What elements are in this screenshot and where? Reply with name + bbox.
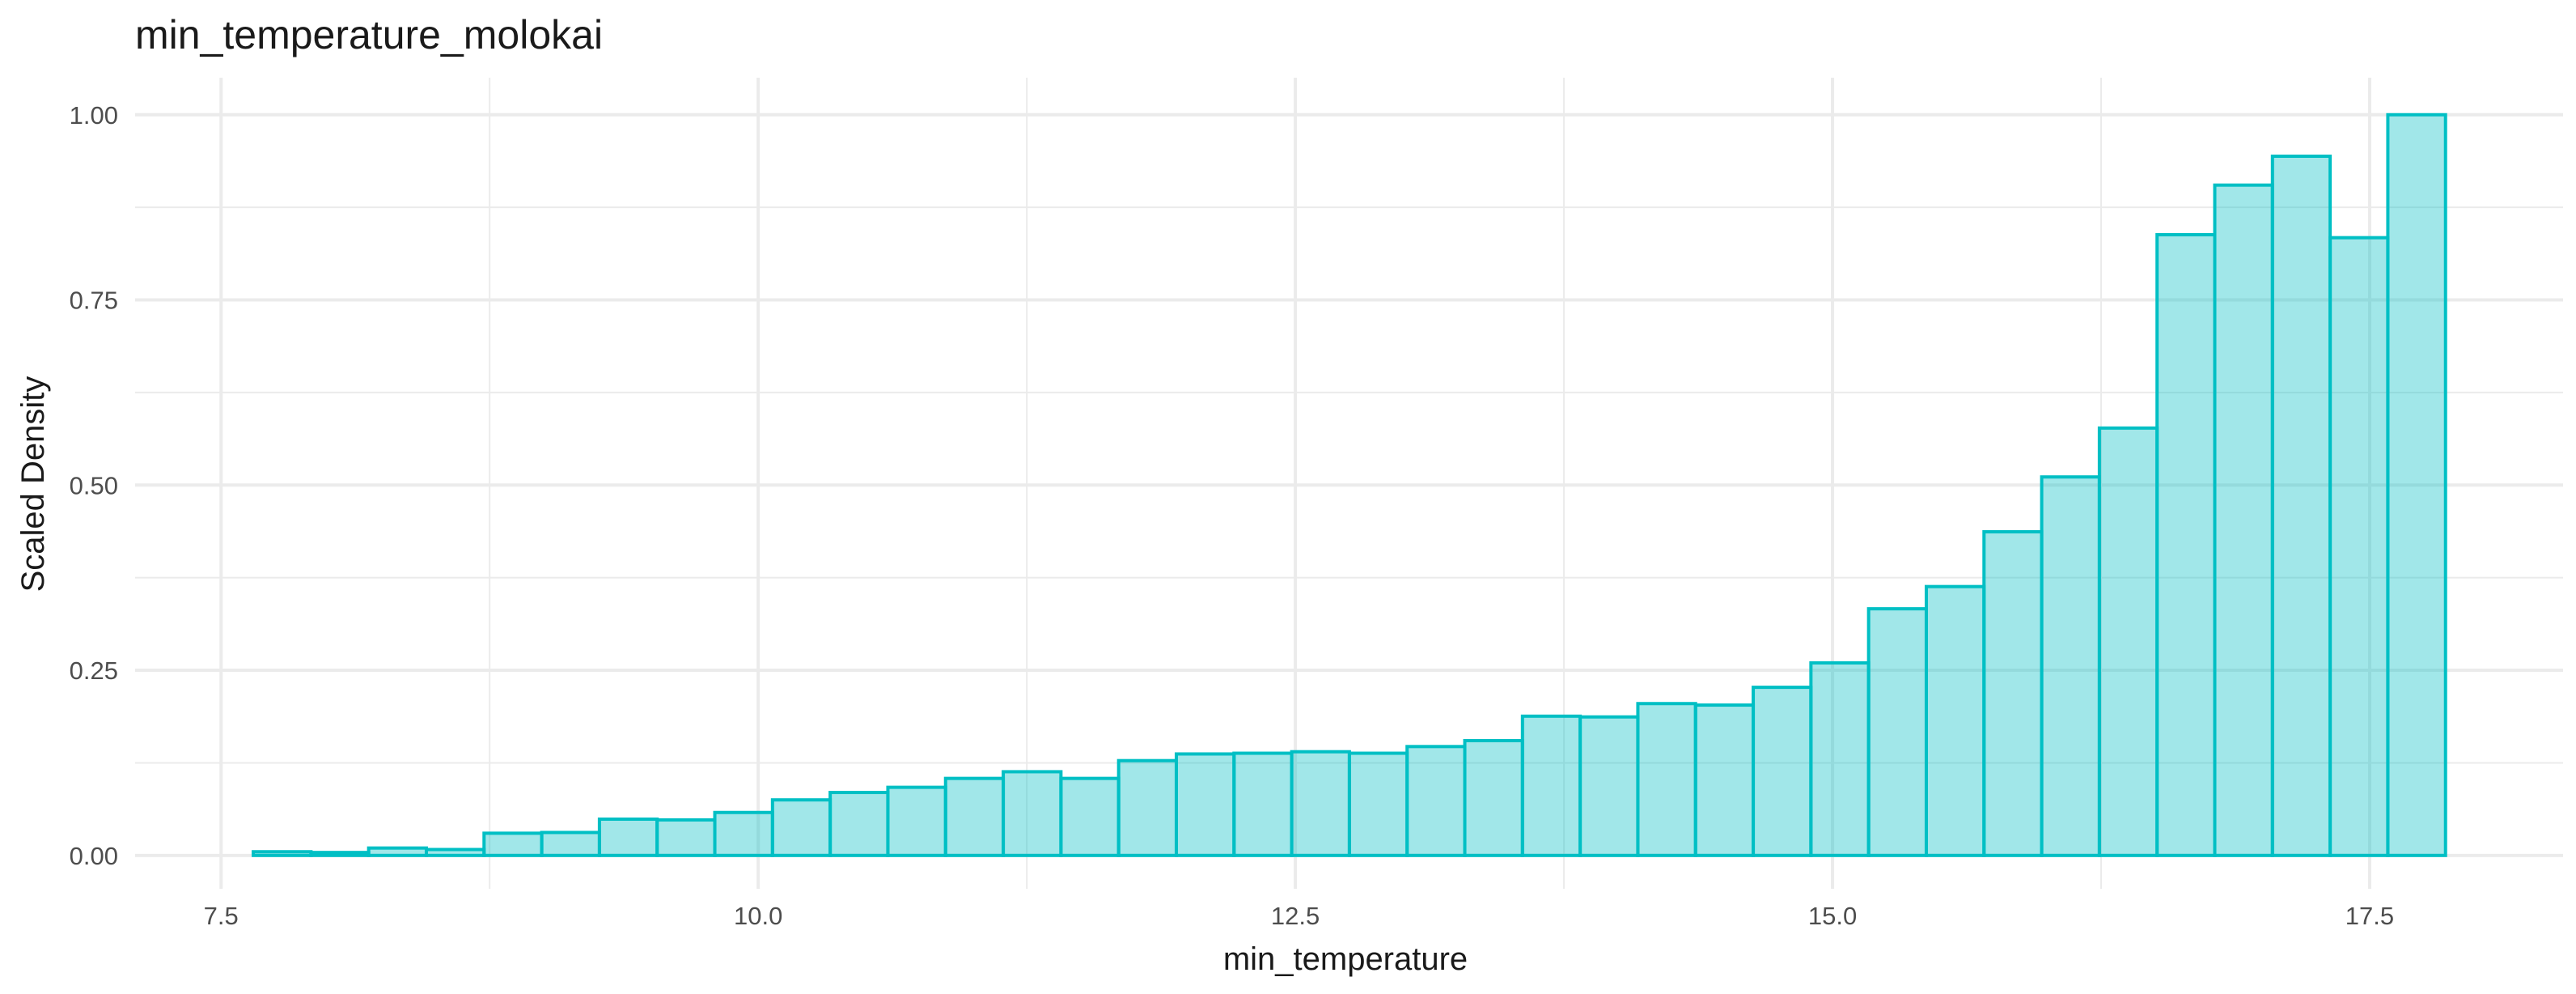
y-tick-label: 0.00 bbox=[70, 842, 118, 870]
histogram-bar bbox=[252, 850, 313, 857]
histogram-bar bbox=[2386, 113, 2447, 857]
histogram-bar bbox=[1347, 751, 1409, 857]
histogram-bar bbox=[482, 831, 544, 857]
histogram-bar bbox=[828, 791, 890, 857]
histogram-bar bbox=[1290, 750, 1351, 857]
histogram-bar bbox=[1232, 751, 1294, 857]
y-axis-ticks: 0.00 0.25 0.50 0.75 1.00 bbox=[70, 101, 118, 870]
histogram-bar bbox=[1982, 529, 2044, 857]
histogram-bar bbox=[1752, 686, 1813, 857]
histogram-bar bbox=[1174, 752, 1236, 857]
histogram-bar bbox=[1405, 745, 1467, 857]
histogram-bar bbox=[1116, 758, 1178, 857]
histogram-bar bbox=[309, 851, 371, 857]
y-tick-label: 0.50 bbox=[70, 471, 118, 499]
x-axis-ticks: 7.5 10.0 12.5 15.0 17.5 bbox=[204, 902, 2394, 930]
histogram-bar bbox=[424, 847, 486, 857]
histogram-bar bbox=[943, 776, 1006, 857]
histogram-bar bbox=[2097, 426, 2159, 857]
histogram-bar bbox=[1866, 607, 1928, 857]
y-axis-title: Scaled Density bbox=[15, 376, 51, 593]
histogram-bar bbox=[655, 818, 717, 857]
x-tick-label: 17.5 bbox=[2345, 902, 2394, 930]
histogram-bar bbox=[1809, 661, 1871, 857]
x-tick-label: 15.0 bbox=[1808, 902, 1857, 930]
histogram-bar bbox=[1463, 738, 1524, 857]
histogram-bar bbox=[2213, 183, 2274, 857]
x-tick-label: 12.5 bbox=[1271, 902, 1320, 930]
x-tick-label: 7.5 bbox=[204, 902, 239, 930]
histogram-bar bbox=[713, 810, 774, 857]
histogram-bar bbox=[1693, 703, 1756, 857]
x-axis-title: min_temperature bbox=[1223, 941, 1468, 977]
histogram-bars bbox=[252, 113, 2447, 857]
histogram-bar bbox=[1924, 584, 1986, 857]
histogram-bar bbox=[2270, 154, 2332, 857]
x-tick-label: 10.0 bbox=[734, 902, 782, 930]
histogram-bar bbox=[886, 785, 947, 857]
histogram-bar bbox=[1059, 776, 1121, 857]
histogram-bar bbox=[597, 817, 659, 857]
histogram-bar bbox=[2040, 475, 2101, 857]
histogram-bar bbox=[770, 798, 833, 857]
histogram-bar bbox=[1578, 715, 1640, 857]
histogram-bar bbox=[540, 830, 601, 857]
histogram-bar bbox=[1520, 714, 1582, 857]
histogram-bar bbox=[1636, 702, 1697, 857]
chart-title: min_temperature_molokai bbox=[135, 12, 603, 57]
histogram-bar bbox=[1002, 770, 1063, 857]
histogram-bar bbox=[366, 846, 428, 857]
histogram-bar bbox=[2155, 232, 2217, 857]
histogram-bar bbox=[2328, 236, 2390, 857]
y-tick-label: 1.00 bbox=[70, 101, 118, 130]
y-tick-label: 0.25 bbox=[70, 656, 118, 685]
y-tick-label: 0.75 bbox=[70, 287, 118, 315]
